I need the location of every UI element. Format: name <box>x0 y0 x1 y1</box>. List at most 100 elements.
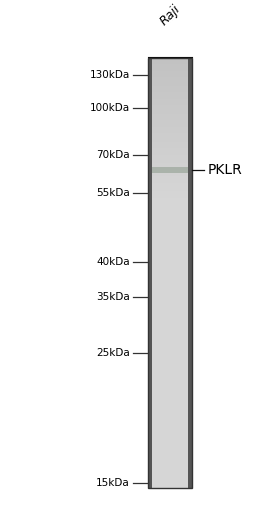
Bar <box>148 359 192 362</box>
Bar <box>148 62 192 65</box>
Bar <box>148 123 192 125</box>
Bar <box>148 77 192 80</box>
Bar <box>148 374 192 377</box>
Bar <box>148 393 192 396</box>
Bar <box>148 185 192 187</box>
Bar <box>148 213 192 215</box>
Bar <box>148 441 192 443</box>
Bar <box>148 423 192 426</box>
Bar <box>148 460 192 463</box>
Bar <box>148 286 192 289</box>
Bar <box>148 258 192 261</box>
Bar <box>148 376 192 379</box>
Bar <box>148 378 192 381</box>
Bar <box>148 275 192 278</box>
Bar <box>148 447 192 450</box>
Bar <box>148 475 192 478</box>
Bar <box>148 241 192 243</box>
Bar <box>148 161 192 164</box>
Bar <box>148 471 192 473</box>
Bar <box>148 411 192 413</box>
Bar <box>148 221 192 224</box>
Bar <box>148 157 192 159</box>
Bar <box>148 430 192 433</box>
Bar <box>148 249 192 252</box>
Bar <box>148 439 192 441</box>
Bar <box>148 391 192 394</box>
Bar <box>148 178 192 181</box>
Bar <box>148 395 192 398</box>
Bar <box>148 239 192 241</box>
Bar <box>148 234 192 237</box>
Bar <box>148 97 192 99</box>
Bar <box>148 314 192 317</box>
Bar <box>148 327 192 329</box>
Bar <box>148 215 192 218</box>
Bar <box>148 279 192 282</box>
Bar <box>148 181 192 183</box>
Bar <box>148 202 192 205</box>
Bar <box>148 135 192 138</box>
Bar <box>148 479 192 482</box>
Bar <box>148 232 192 235</box>
Bar <box>148 267 192 269</box>
Bar <box>148 367 192 370</box>
Bar <box>148 90 192 93</box>
Bar <box>148 262 192 265</box>
Bar <box>148 230 192 233</box>
Bar <box>148 271 192 273</box>
Bar <box>148 79 192 82</box>
Text: Raji: Raji <box>157 3 183 28</box>
Bar <box>148 165 192 168</box>
Bar <box>148 127 192 129</box>
Bar <box>148 398 192 401</box>
Bar <box>148 357 192 359</box>
Bar <box>148 454 192 456</box>
Bar <box>148 174 192 177</box>
Bar <box>148 131 192 134</box>
Bar <box>148 340 192 342</box>
Bar <box>148 432 192 435</box>
Bar <box>148 95 192 97</box>
Bar <box>148 484 192 487</box>
Bar <box>148 60 192 63</box>
Bar <box>148 436 192 439</box>
Bar <box>148 309 192 312</box>
Bar <box>148 329 192 331</box>
Bar <box>148 228 192 231</box>
Bar <box>148 146 192 149</box>
Bar <box>148 404 192 407</box>
Bar <box>148 137 192 140</box>
Bar <box>148 69 192 71</box>
Bar <box>148 112 192 115</box>
Bar <box>148 195 192 198</box>
Bar <box>148 370 192 373</box>
Bar <box>148 183 192 185</box>
Bar <box>148 307 192 310</box>
Text: 55kDa: 55kDa <box>96 188 130 198</box>
Bar <box>148 159 192 162</box>
Bar <box>148 86 192 89</box>
Bar <box>148 277 192 280</box>
Bar <box>148 243 192 245</box>
Bar <box>148 75 192 78</box>
Bar <box>148 473 192 475</box>
Text: 15kDa: 15kDa <box>96 478 130 488</box>
Bar <box>148 353 192 355</box>
Bar <box>148 109 192 112</box>
Bar <box>148 153 192 155</box>
Bar <box>148 295 192 297</box>
Bar <box>148 155 192 157</box>
Bar <box>148 187 192 190</box>
Bar <box>148 189 192 192</box>
Bar <box>148 417 192 420</box>
Bar <box>148 107 192 110</box>
Bar <box>148 419 192 422</box>
Bar <box>148 333 192 336</box>
Bar <box>148 469 192 471</box>
Bar <box>148 305 192 308</box>
Bar <box>148 142 192 145</box>
Bar <box>148 462 192 465</box>
Bar <box>148 170 192 173</box>
Bar <box>148 312 192 315</box>
